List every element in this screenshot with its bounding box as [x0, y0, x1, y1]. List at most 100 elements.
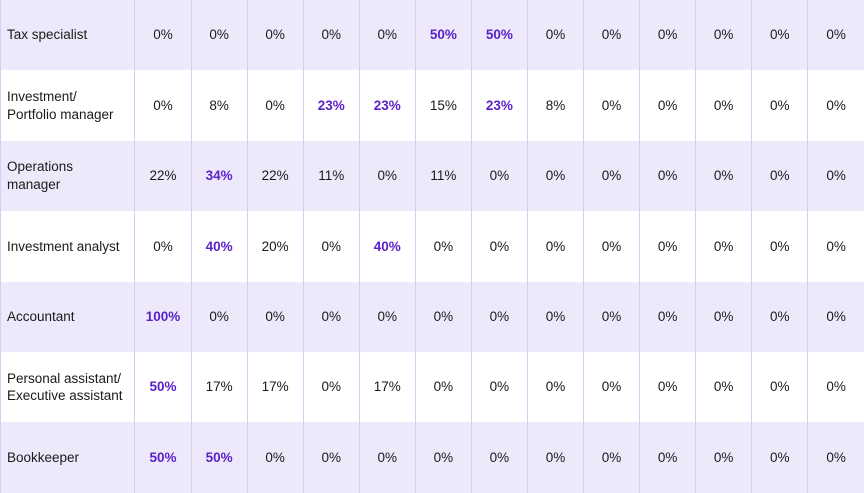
- table-cell: 50%: [470, 0, 528, 71]
- row-label: Operations manager: [0, 140, 135, 212]
- table-cell: 0%: [414, 422, 472, 493]
- table-cell: 0%: [526, 351, 584, 423]
- table-cell: 0%: [470, 281, 528, 352]
- table-cell: 0%: [302, 351, 360, 423]
- table-cell: 0%: [695, 281, 752, 352]
- table-cell: 23%: [358, 70, 416, 141]
- table-row: Investment analyst 0% 40% 20% 0% 40% 0% 0% 0% 0% 0…: [0, 211, 864, 282]
- table-cell: 0%: [582, 351, 640, 423]
- table-cell: 0%: [751, 140, 808, 212]
- table-cell: 0%: [414, 351, 472, 423]
- table-cell: 0%: [639, 211, 696, 282]
- table-cell: 0%: [582, 281, 640, 352]
- row-label: Investment analyst: [0, 211, 135, 282]
- table-cell: 0%: [751, 351, 808, 423]
- table-cell: 0%: [639, 422, 696, 493]
- table-cell: 0%: [470, 211, 528, 282]
- table-cell: 22%: [246, 140, 304, 212]
- table-cell: 0%: [246, 70, 304, 141]
- table-cell: 22%: [134, 140, 192, 212]
- table-cell: 0%: [526, 0, 584, 71]
- table-cell: 17%: [358, 351, 416, 423]
- table-cell: 0%: [134, 70, 192, 141]
- table-cell: 0%: [751, 0, 808, 71]
- table-cell: 0%: [695, 422, 752, 493]
- table-cell: 40%: [358, 211, 416, 282]
- table-cell: 0%: [358, 281, 416, 352]
- table-cell: 0%: [807, 351, 864, 423]
- table-cell: 0%: [470, 140, 528, 212]
- table-cell: 0%: [470, 422, 528, 493]
- table-cell: 0%: [751, 70, 808, 141]
- table-cell: 34%: [190, 140, 248, 212]
- table-cell: 0%: [751, 211, 808, 282]
- table-cell: 11%: [414, 140, 472, 212]
- table-cell: 0%: [695, 70, 752, 141]
- table-cell: 50%: [190, 422, 248, 493]
- table-cell: 50%: [134, 422, 192, 493]
- table-cell: 0%: [414, 211, 472, 282]
- table-cell: 0%: [190, 281, 248, 352]
- table-cell: 11%: [302, 140, 360, 212]
- table-cell: 0%: [302, 0, 360, 71]
- table-cell: 0%: [695, 140, 752, 212]
- table-cell: 40%: [190, 211, 248, 282]
- table-cell: 8%: [526, 70, 584, 141]
- table-cell: 23%: [302, 70, 360, 141]
- row-label: Personal assistant/Executive assistant: [0, 351, 135, 423]
- table-cell: 15%: [414, 70, 472, 141]
- table-cell: 0%: [526, 281, 584, 352]
- table-cell: 0%: [639, 281, 696, 352]
- table-cell: 0%: [807, 0, 864, 71]
- table-cell: 0%: [807, 70, 864, 141]
- table-cell: 20%: [246, 211, 304, 282]
- table-row: Investment/Portfolio manager 0% 8% 0% 23% 23%…: [0, 70, 864, 141]
- table-cell: 0%: [695, 0, 752, 71]
- table-cell: 0%: [582, 422, 640, 493]
- table-cell: 0%: [582, 0, 640, 71]
- table-cell: 0%: [358, 0, 416, 71]
- table-cell: 17%: [190, 351, 248, 423]
- table-cell: 0%: [639, 0, 696, 71]
- table-cell: 0%: [807, 211, 864, 282]
- table-cell: 0%: [695, 211, 752, 282]
- table-cell: 0%: [358, 140, 416, 212]
- table-row: Operations manager 22% 34% 22% 11% 0% 11% 0% 0% 0%…: [0, 140, 864, 212]
- table-cell: 0%: [526, 140, 584, 212]
- table-cell: 0%: [526, 211, 584, 282]
- table-row: Bookkeeper 50% 50% 0% 0% 0% 0% 0% 0% 0% 0% 0% 0% 0%: [0, 422, 864, 493]
- table-cell: 50%: [134, 351, 192, 423]
- table-cell: 0%: [134, 0, 192, 71]
- table-cell: 0%: [246, 422, 304, 493]
- table-row: Tax specialist 0% 0% 0% 0% 0% 50% 50% 0% 0% 0% 0% 0%…: [0, 0, 864, 71]
- table-cell: 0%: [582, 211, 640, 282]
- table-cell: 8%: [190, 70, 248, 141]
- table-cell: 0%: [639, 140, 696, 212]
- row-label: Bookkeeper: [0, 422, 135, 493]
- table-cell: 23%: [470, 70, 528, 141]
- table-cell: 0%: [246, 0, 304, 71]
- table-row: Accountant 100% 0% 0% 0% 0% 0% 0% 0% 0% 0% 0% 0% 0%: [0, 281, 864, 352]
- table-cell: 0%: [751, 281, 808, 352]
- table-cell: 0%: [302, 422, 360, 493]
- table-cell: 0%: [190, 0, 248, 71]
- row-label: Investment/Portfolio manager: [0, 70, 135, 141]
- table-cell: 17%: [246, 351, 304, 423]
- row-label: Accountant: [0, 281, 135, 352]
- table-cell: 0%: [302, 281, 360, 352]
- table-cell: 0%: [751, 422, 808, 493]
- table-cell: 0%: [246, 281, 304, 352]
- table-cell: 0%: [639, 70, 696, 141]
- table-cell: 0%: [526, 422, 584, 493]
- table-cell: 0%: [302, 211, 360, 282]
- table-cell: 0%: [807, 281, 864, 352]
- table-cell: 50%: [414, 0, 472, 71]
- table-cell: 0%: [470, 351, 528, 423]
- table-cell: 0%: [134, 211, 192, 282]
- table-cell: 0%: [639, 351, 696, 423]
- table-cell: 0%: [582, 140, 640, 212]
- table-cell: 100%: [134, 281, 192, 352]
- table-row: Personal assistant/Executive assistant 50…: [0, 351, 864, 423]
